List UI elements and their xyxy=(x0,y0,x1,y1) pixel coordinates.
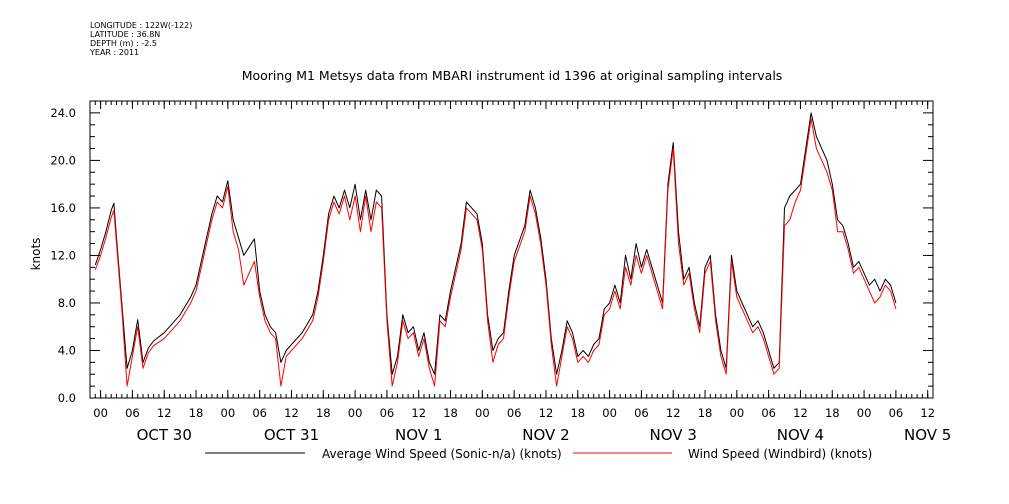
x-tick-label: 00 xyxy=(730,406,745,420)
x-tick-label: 00 xyxy=(857,406,872,420)
x-tick-label: 12 xyxy=(411,406,426,420)
x-tick-label: 06 xyxy=(634,406,649,420)
x-tick-label: 06 xyxy=(125,406,140,420)
plot-frame xyxy=(89,100,934,399)
longitude-text: LONGITUDE : 122W(-122) xyxy=(90,21,193,30)
x-tick-label: 06 xyxy=(380,406,395,420)
x-day-label: NOV 5 xyxy=(904,426,951,444)
y-tick-label: 4.0 xyxy=(58,343,76,357)
x-tick-label: 12 xyxy=(539,406,554,420)
x-day-label: NOV 4 xyxy=(777,426,824,444)
legend-label-1: Average Wind Speed (Sonic-n/a) (knots) xyxy=(322,447,562,461)
y-tick-label: 24.0 xyxy=(50,106,76,120)
x-tick-label: 06 xyxy=(252,406,267,420)
x-tick-label: 18 xyxy=(189,406,204,420)
y-tick-label: 20.0 xyxy=(50,153,76,167)
x-tick-label: 12 xyxy=(284,406,299,420)
x-tick-label: 06 xyxy=(507,406,522,420)
x-tick-label: 18 xyxy=(825,406,840,420)
series-lines xyxy=(94,112,897,387)
x-tick-label: 00 xyxy=(475,406,490,420)
x-tick-label: 12 xyxy=(793,406,808,420)
y-axis-label: knots xyxy=(29,238,43,271)
x-tick-label: 06 xyxy=(761,406,776,420)
x-tick-label: 00 xyxy=(221,406,236,420)
chart-title: Mooring M1 Metsys data from MBARI instru… xyxy=(242,68,783,83)
x-tick-label: 12 xyxy=(157,406,172,420)
x-tick-label: 18 xyxy=(443,406,458,420)
legend-label-2: Wind Speed (Windbird) (knots) xyxy=(688,447,872,461)
y-tick-label: 0.0 xyxy=(58,391,76,405)
x-day-label: NOV 3 xyxy=(650,426,697,444)
x-tick-label: 00 xyxy=(602,406,617,420)
latitude-text: LATITUDE : 36.8N xyxy=(90,30,161,39)
x-tick-label: 00 xyxy=(348,406,363,420)
x-day-label: OCT 31 xyxy=(264,426,319,444)
depth-text: DEPTH (m) : -2.5 xyxy=(90,39,157,48)
x-tick-label: 18 xyxy=(570,406,585,420)
x-tick-label: 18 xyxy=(698,406,713,420)
series-line-2 xyxy=(94,118,897,387)
axis-ticks: 00 06 12 18 00 06 12 18 00 06 12 18 00 06 12 18 00 06 12 18… xyxy=(50,101,951,444)
metadata-block: LONGITUDE : 122W(-122) LATITUDE : 36.8N … xyxy=(90,21,192,57)
x-tick-label: 12 xyxy=(920,406,935,420)
x-tick-label: 18 xyxy=(316,406,331,420)
series-line-1 xyxy=(94,112,897,375)
legend: Average Wind Speed (Sonic-n/a) (knots) Wi… xyxy=(205,447,872,461)
x-day-label: NOV 2 xyxy=(522,426,569,444)
x-tick-label: 00 xyxy=(93,406,108,420)
x-day-label: NOV 1 xyxy=(395,426,442,444)
y-tick-label: 8.0 xyxy=(58,296,76,310)
x-tick-label: 12 xyxy=(666,406,681,420)
x-day-label: OCT 30 xyxy=(137,426,192,444)
y-tick-label: 16.0 xyxy=(50,201,76,215)
year-text: YEAR : 2011 xyxy=(90,48,140,57)
y-tick-label: 12.0 xyxy=(50,248,76,262)
x-tick-label: 06 xyxy=(889,406,904,420)
